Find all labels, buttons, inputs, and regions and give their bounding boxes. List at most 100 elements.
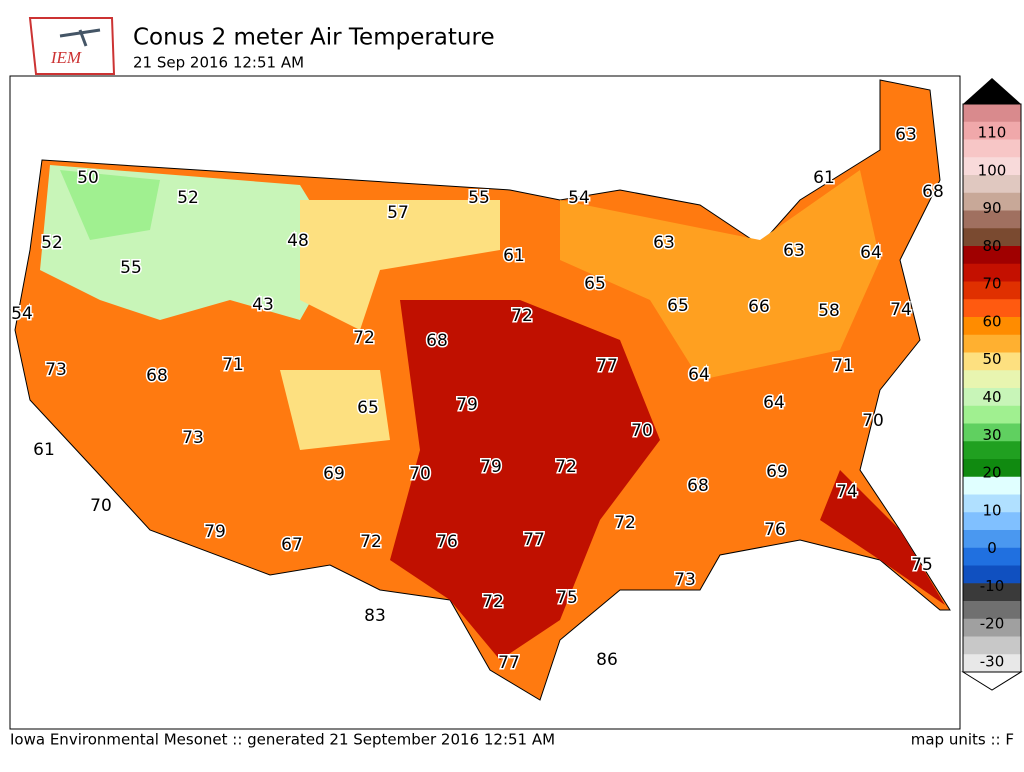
colorbar-bin <box>963 583 1021 602</box>
logo: IEM <box>28 17 116 75</box>
station-value: 65 <box>357 398 379 418</box>
station-value: 64 <box>860 243 882 263</box>
station-value: 75 <box>911 555 933 575</box>
colorbar-bin <box>963 405 1021 424</box>
mild-region <box>280 370 390 450</box>
colorbar-bin <box>963 423 1021 442</box>
colorbar-bin <box>963 494 1021 513</box>
warm-region <box>390 300 660 660</box>
station-value: 72 <box>353 328 375 348</box>
colorbar-bin <box>963 157 1021 176</box>
colorbar-label: 90 <box>982 199 1001 217</box>
station-labels: 50 52 52 55 48 43 54 73 68 71 72 68 65 79 61 73 69 70 79 72… <box>10 124 946 675</box>
colorbar-label: -10 <box>980 577 1005 595</box>
colorbar-bin <box>963 121 1021 140</box>
colorbar-bin <box>963 441 1021 460</box>
station-value: 57 <box>387 203 409 223</box>
station-value: 72 <box>482 592 504 612</box>
station-value: 65 <box>584 274 606 294</box>
station-value: 70 <box>862 411 884 431</box>
station-value: 75 <box>556 588 578 608</box>
station-value: 72 <box>555 457 577 477</box>
station-value: 77 <box>498 653 520 673</box>
colorbar-label: 100 <box>978 161 1007 179</box>
station-value: 70 <box>631 421 653 441</box>
station-value: 76 <box>764 520 786 540</box>
station-value: 74 <box>890 300 912 320</box>
station-value: 76 <box>436 532 458 552</box>
colorbar-bin <box>963 317 1021 336</box>
title: Conus 2 meter Air Temperature <box>133 25 495 51</box>
colorbar-bin <box>963 388 1021 407</box>
station-value: 52 <box>177 188 199 208</box>
station-value: 68 <box>146 366 168 386</box>
colorbar-bin <box>963 263 1021 282</box>
station-value: 65 <box>667 296 689 316</box>
mild-region <box>300 200 500 330</box>
colorbar-bin <box>963 299 1021 318</box>
colorbar-bin <box>963 618 1021 637</box>
station-value: 55 <box>468 188 490 208</box>
station-value: 67 <box>281 535 303 555</box>
colorbar-bin <box>963 654 1021 673</box>
station-value: 61 <box>813 168 835 188</box>
colorbar-bin <box>963 370 1021 389</box>
colorbar-top-cap <box>963 78 1021 104</box>
footer-right: map units :: F <box>911 731 1014 749</box>
logo-outline <box>28 17 116 75</box>
colorbar-bin <box>963 228 1021 247</box>
station-value: 71 <box>222 355 244 375</box>
station-value: 63 <box>783 241 805 261</box>
station-value: 79 <box>204 522 226 542</box>
station-value: 72 <box>511 306 533 326</box>
colorbar-label: 110 <box>978 124 1007 142</box>
footer-left: Iowa Environmental Mesonet :: generated … <box>10 731 555 749</box>
cool-region <box>60 170 160 240</box>
station-value: 73 <box>182 428 204 448</box>
station-value: 61 <box>33 440 55 460</box>
logo-text: IEM <box>50 48 82 67</box>
colorbar-bin <box>963 565 1021 584</box>
colorbar-label: 30 <box>982 426 1001 444</box>
station-value: 71 <box>832 356 854 376</box>
station-value: 72 <box>360 532 382 552</box>
colorbar-label: 10 <box>982 501 1001 519</box>
station-value: 63 <box>653 233 675 253</box>
station-value: 83 <box>364 606 386 626</box>
colorbar-bin <box>963 281 1021 300</box>
map-fill <box>14 79 951 701</box>
station-value: 68 <box>426 331 448 351</box>
station-value: 55 <box>120 258 142 278</box>
colorbar-bin <box>963 476 1021 495</box>
station-value: 66 <box>748 297 770 317</box>
station-value: 64 <box>688 365 710 385</box>
station-value: 86 <box>596 650 618 670</box>
station-value: 77 <box>596 356 618 376</box>
mild-region <box>560 170 880 380</box>
colorbar-bin <box>963 210 1021 229</box>
station-value: 68 <box>922 182 944 202</box>
colorbar-label: 40 <box>982 388 1001 406</box>
colorbar-bin <box>963 334 1021 353</box>
colorbar-bin <box>963 601 1021 620</box>
colorbar-bin <box>963 104 1021 123</box>
colorbar-bin <box>963 352 1021 371</box>
station-value: 70 <box>90 496 112 516</box>
station-value: 61 <box>503 246 525 266</box>
colorbar-label: 20 <box>982 464 1001 482</box>
station-value: 79 <box>480 457 502 477</box>
colorbar-bin <box>963 175 1021 194</box>
colorbar-bin <box>963 530 1021 549</box>
station-value: 63 <box>895 125 917 145</box>
station-value: 79 <box>456 395 478 415</box>
station-value: 68 <box>687 476 709 496</box>
colorbar-bin <box>963 192 1021 211</box>
colorbar-label: 50 <box>982 350 1001 368</box>
colorbar-label: -30 <box>980 653 1005 671</box>
station-value: 43 <box>252 295 274 315</box>
station-value: 64 <box>763 393 785 413</box>
colorbar-bin <box>963 512 1021 531</box>
